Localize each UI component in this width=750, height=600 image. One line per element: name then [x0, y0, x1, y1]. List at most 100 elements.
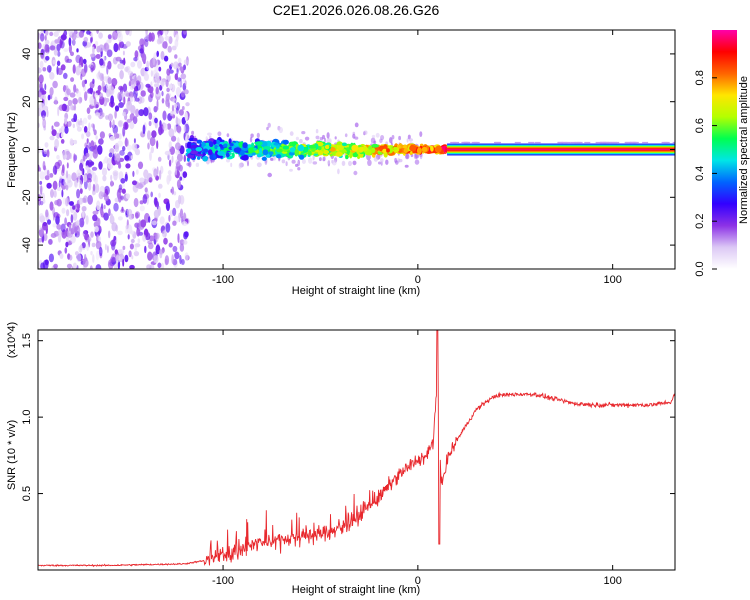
heatmap-cell: [162, 123, 168, 131]
heatmap-cell: [158, 183, 163, 189]
heatmap-cell: [123, 96, 126, 105]
heatmap-cell: [85, 152, 90, 158]
heatmap-cell: [166, 123, 172, 130]
heatmap-cell: [52, 59, 56, 65]
heatmap-cell: [346, 149, 351, 156]
heatmap-cell: [98, 246, 103, 257]
heatmap-cell: [135, 169, 139, 175]
heatmap-cell: [217, 146, 221, 152]
heatmap-cell: [44, 83, 47, 91]
colorbar-tick-label: 0.2: [694, 214, 706, 229]
heatmap-cell: [183, 212, 187, 222]
heatmap-cell: [162, 110, 167, 121]
x-tick-label: -100: [212, 575, 234, 587]
heatmap-cell: [152, 56, 156, 66]
heatmap-cell: [176, 179, 181, 189]
heatmap-cell: [142, 234, 147, 242]
heatmap-cell: [120, 195, 124, 200]
heatmap-cell: [167, 45, 172, 53]
heatmap-cell: [133, 142, 137, 153]
heatmap-cell: [83, 125, 88, 133]
heatmap-cell: [49, 31, 54, 37]
heatmap-cell: [354, 122, 359, 128]
heatmap-cell: [61, 189, 64, 198]
colorbar-tick-label: 0.8: [694, 70, 706, 85]
heatmap-cell: [156, 99, 159, 109]
heatmap-cell: [184, 80, 187, 86]
heatmap-cell: [118, 193, 122, 203]
heatmap-cell: [326, 132, 330, 139]
heatmap-cell: [213, 153, 217, 159]
heatmap-cell: [99, 58, 104, 66]
heatmap-cell: [327, 160, 330, 164]
heatmap-cell: [382, 148, 388, 154]
heatmap-cell: [186, 148, 192, 154]
heatmap-cell: [114, 110, 117, 119]
heatmap-cell: [90, 64, 94, 73]
heatmap-cell: [247, 160, 249, 167]
heatmap-cell: [175, 142, 181, 151]
heatmap-cell: [378, 161, 381, 165]
heatmap-cell: [132, 170, 135, 177]
figure-title: C2E1.2026.026.08.26.G26: [273, 2, 440, 18]
heatmap-cell: [109, 148, 115, 154]
heatmap-cell: [117, 230, 123, 236]
heatmap-cell: [228, 138, 232, 145]
heatmap-cell: [159, 30, 164, 36]
heatmap-cell: [117, 216, 123, 221]
heatmap-cell: [52, 180, 58, 190]
heatmap-cell: [92, 254, 95, 263]
heatmap-cell: [65, 170, 69, 179]
heatmap-cell: [570, 141, 577, 144]
heatmap-cell: [183, 64, 186, 71]
heatmap-cell: [47, 94, 51, 101]
heatmap-cell: [82, 210, 85, 218]
heatmap-cell: [58, 180, 61, 188]
heatmap-cell: [112, 30, 118, 40]
heatmap-cell: [168, 159, 172, 167]
heatmap-cell: [289, 147, 296, 153]
heatmap-cell: [363, 130, 368, 135]
heatmap-cell: [61, 168, 65, 177]
heatmap-cell: [134, 50, 139, 59]
heatmap-cell: [91, 123, 95, 128]
heatmap-cell: [76, 169, 82, 177]
heatmap-cell: [60, 223, 66, 233]
heatmap-cell: [111, 78, 118, 87]
heatmap-cell: [44, 44, 49, 53]
heatmap-cell: [87, 114, 92, 120]
heatmap-cell: [66, 88, 71, 96]
heatmap-cell: [301, 131, 306, 135]
heatmap-cell: [125, 41, 131, 47]
heatmap-cell: [291, 159, 296, 164]
heatmap-cell: [115, 56, 122, 62]
heatmap-cell: [147, 240, 153, 245]
heatmap-cell: [164, 30, 168, 37]
heatmap-cell: [184, 231, 189, 238]
heatmap-cell: [38, 67, 42, 74]
heatmap-cell: [87, 236, 92, 242]
heatmap-cell: [159, 79, 166, 86]
y-tick-label: 20: [21, 96, 33, 108]
heatmap-cell: [41, 192, 46, 201]
heatmap-cell: [327, 138, 332, 144]
heatmap-cell: [240, 149, 245, 156]
heatmap-cell: [148, 120, 152, 127]
heatmap-cell: [64, 154, 68, 159]
heatmap-cell: [111, 222, 118, 232]
spectrogram-y-ticks: -40 -20 0 20 40: [21, 48, 675, 253]
heatmap-cell: [116, 153, 121, 162]
heatmap-cell: [121, 206, 124, 212]
heatmap-cell: [241, 154, 249, 161]
heatmap-cell: [341, 160, 346, 166]
heatmap-cell: [42, 222, 48, 227]
heatmap-cell: [76, 48, 79, 53]
heatmap-cell: [185, 102, 190, 107]
heatmap-cell: [288, 151, 295, 156]
heatmap-cell: [130, 61, 136, 68]
heatmap-cell: [294, 149, 299, 156]
heatmap-cell: [147, 251, 153, 261]
x-tick-label: 100: [603, 575, 621, 587]
heatmap-cell: [162, 230, 167, 238]
heatmap-cell: [147, 130, 151, 140]
